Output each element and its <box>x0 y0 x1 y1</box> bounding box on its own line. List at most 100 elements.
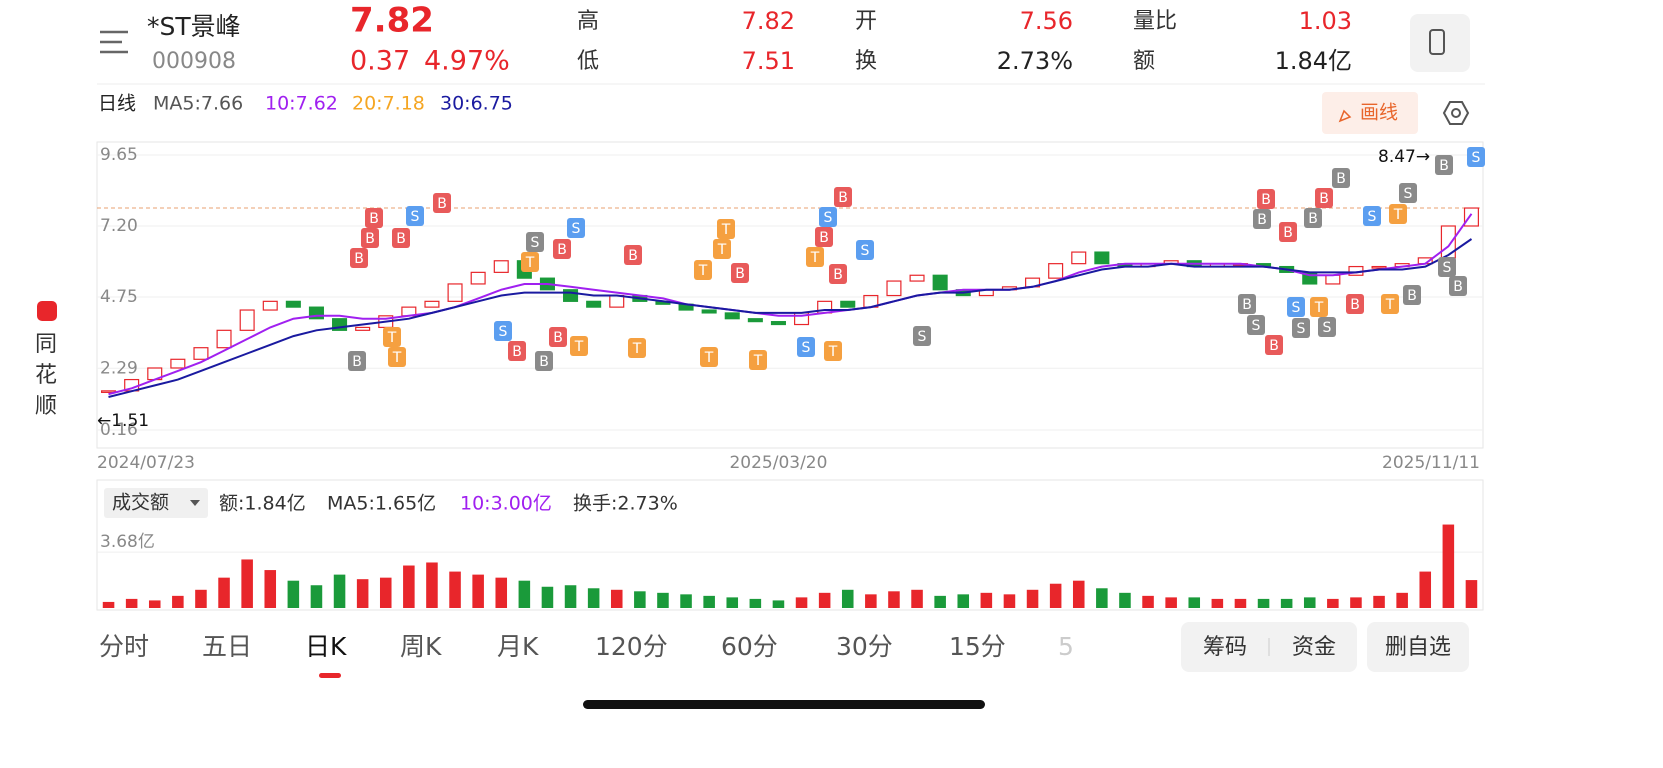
signal-badge[interactable] <box>913 326 931 346</box>
signal-badge[interactable] <box>1238 294 1256 314</box>
signal-badge[interactable] <box>1292 318 1310 338</box>
signal-label: T <box>632 341 642 357</box>
signal-badge[interactable] <box>1389 204 1407 224</box>
signal-badge[interactable] <box>700 347 718 367</box>
signal-label: B <box>1308 211 1318 227</box>
signal-badge[interactable] <box>392 228 410 248</box>
tab[interactable]: 5 <box>1058 632 1074 661</box>
tab[interactable]: 60分 <box>721 632 778 661</box>
stat-label: 量比 <box>1133 9 1177 34</box>
signal-label: S <box>1472 150 1481 166</box>
device-button[interactable] <box>1410 14 1470 72</box>
tab[interactable]: 日K <box>305 632 347 661</box>
signal-badge[interactable] <box>1467 147 1485 167</box>
signal-badge[interactable] <box>1253 209 1271 229</box>
tab[interactable]: 30分 <box>836 632 893 661</box>
signal-badge[interactable] <box>526 232 544 252</box>
signal-badge[interactable] <box>628 338 646 358</box>
volume-legend: MA5:1.65亿 <box>327 493 436 515</box>
button-label[interactable]: 资金 <box>1292 635 1336 660</box>
y-tick-label: 7.20 <box>100 216 138 236</box>
candle <box>239 309 255 331</box>
tab[interactable]: 五日 <box>202 632 252 661</box>
signal-badge[interactable] <box>1435 155 1453 175</box>
signal-badge[interactable] <box>1399 183 1417 203</box>
volume-bar <box>841 589 854 608</box>
signal-badge[interactable] <box>567 218 585 238</box>
button-label[interactable]: 筹码 <box>1203 635 1247 660</box>
signal-badge[interactable] <box>829 264 847 284</box>
signal-badge[interactable] <box>1247 315 1265 335</box>
candle <box>586 300 602 308</box>
signal-badge[interactable] <box>388 347 406 367</box>
signal-badge[interactable] <box>806 247 824 267</box>
signal-badge[interactable] <box>494 321 512 341</box>
signal-badge[interactable] <box>350 248 368 268</box>
tab[interactable]: 15分 <box>949 632 1006 661</box>
signal-badge[interactable] <box>834 187 852 207</box>
signal-badge[interactable] <box>1315 188 1333 208</box>
signal-badge[interactable] <box>361 228 379 248</box>
signal-badge[interactable] <box>1279 222 1297 242</box>
tab[interactable]: 120分 <box>595 632 668 661</box>
signal-badge[interactable] <box>624 245 642 265</box>
signal-badge[interactable] <box>1310 297 1328 317</box>
signal-badge[interactable] <box>797 337 815 357</box>
signal-badge[interactable] <box>406 206 424 226</box>
dropdown-arrow <box>190 500 200 506</box>
candle <box>909 274 925 282</box>
signal-badge[interactable] <box>521 252 539 272</box>
volume-bar <box>1211 598 1224 608</box>
volume-bar <box>148 600 161 608</box>
signal-badge[interactable] <box>1403 285 1421 305</box>
button-label[interactable]: 删自选 <box>1385 635 1451 660</box>
stat-value: 1.03 <box>1299 7 1352 35</box>
signal-badge[interactable] <box>1363 206 1381 226</box>
signal-badge[interactable] <box>1257 189 1275 209</box>
signal-badge[interactable] <box>1346 294 1364 314</box>
signal-badge[interactable] <box>1332 168 1350 188</box>
signal-badge[interactable] <box>1449 276 1467 296</box>
signal-badge[interactable] <box>1381 294 1399 314</box>
signal-badge[interactable] <box>717 219 735 239</box>
stat-label: 开 <box>855 9 877 34</box>
signal-badge[interactable] <box>731 263 749 283</box>
signal-label: B <box>354 251 364 267</box>
menu-icon[interactable] <box>100 30 128 54</box>
signal-badge[interactable] <box>383 327 401 347</box>
signal-badge[interactable] <box>535 351 553 371</box>
signal-badge[interactable] <box>348 351 366 371</box>
tab[interactable]: 周K <box>400 632 442 661</box>
signal-label: T <box>392 350 402 366</box>
ma-legend: MA5:7.66 <box>153 93 243 115</box>
signal-badge[interactable] <box>1304 208 1322 228</box>
tab[interactable]: 月K <box>497 632 539 661</box>
signal-badge[interactable] <box>815 227 833 247</box>
tab[interactable]: 分时 <box>99 632 149 661</box>
stat-label: 高 <box>577 9 599 34</box>
signal-badge[interactable] <box>824 341 842 361</box>
signal-badge[interactable] <box>549 327 567 347</box>
signal-badge[interactable] <box>508 341 526 361</box>
unfollow-button[interactable] <box>1367 622 1469 672</box>
signal-badge[interactable] <box>819 207 837 227</box>
change-pct: 4.97% <box>424 46 510 77</box>
signal-badge[interactable] <box>553 239 571 259</box>
signal-badge[interactable] <box>1318 317 1336 337</box>
signal-badge[interactable] <box>694 260 712 280</box>
signal-badge[interactable] <box>365 208 383 228</box>
signal-badge[interactable] <box>1265 335 1283 355</box>
volume-selector[interactable] <box>104 488 208 518</box>
draw-button[interactable] <box>1322 92 1418 134</box>
signal-badge[interactable] <box>856 240 874 260</box>
stat-value: 7.82 <box>742 7 795 35</box>
volume-bar <box>518 580 531 608</box>
signal-badge[interactable] <box>1438 257 1456 277</box>
signal-badge[interactable] <box>1287 297 1305 317</box>
signal-badge[interactable] <box>713 239 731 259</box>
signal-badge[interactable] <box>570 336 588 356</box>
signal-badge[interactable] <box>749 350 767 370</box>
signal-badge[interactable] <box>433 193 451 213</box>
settings-icon[interactable] <box>1442 101 1470 125</box>
